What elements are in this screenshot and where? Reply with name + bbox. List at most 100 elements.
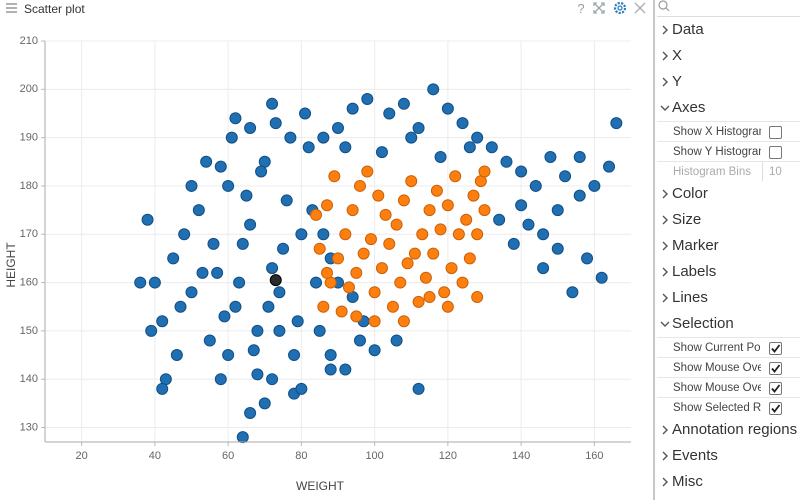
menu-icon[interactable] [6,3,17,13]
settings-icon[interactable] [613,1,627,15]
x-tick-label: 60 [222,450,234,462]
checkbox[interactable] [769,146,782,159]
setting-label: Histogram Bins [673,166,751,178]
points [134,83,623,444]
section-header[interactable]: Marker [657,233,800,259]
point [255,165,268,178]
setting-label: Show Y Histogran [673,146,761,158]
point [244,218,257,231]
point [266,262,279,275]
point [357,247,370,260]
point [471,228,484,241]
chevron [662,293,668,303]
point [284,131,297,144]
point [313,324,326,337]
point [467,189,480,202]
point [141,213,154,226]
section-header[interactable]: Annotation regions [657,417,800,443]
section-label[interactable]: Y [672,73,683,90]
section-header[interactable]: Selection [657,311,800,337]
current-point [269,274,282,287]
section-header[interactable]: Y [657,69,800,95]
point [302,141,315,154]
section-header[interactable]: Axes [657,95,800,121]
section-header[interactable]: Misc [657,469,800,495]
section-label[interactable]: Misc [672,473,703,490]
point [170,349,183,362]
point [551,242,564,255]
point [522,218,535,231]
point [145,324,158,337]
setting-row: Show Selected Ro [657,397,800,417]
section-label[interactable]: Lines [672,289,708,306]
close-icon[interactable] [634,2,646,14]
point [430,184,443,197]
checkbox[interactable] [769,382,782,395]
checkbox[interactable] [769,362,782,375]
point [386,300,399,313]
setting-label: Show X Histogran [673,126,761,138]
point [185,286,198,299]
y-tick-label: 150 [20,325,38,337]
section-header[interactable]: Events [657,443,800,469]
x-tick-label: 120 [439,450,457,462]
point [222,349,235,362]
x-tick-label: 20 [76,450,88,462]
point [321,199,334,212]
x-tick-label: 100 [365,450,383,462]
section-header[interactable]: Color [657,181,800,207]
checkbox[interactable] [769,342,782,355]
section-header[interactable]: Labels [657,259,800,285]
section-label[interactable]: Color [672,185,708,202]
point [156,382,169,395]
section-label[interactable]: Marker [672,237,719,254]
point [218,310,231,323]
expand-icon[interactable] [593,2,605,14]
help-icon[interactable]: ? [577,1,584,16]
point [339,228,352,241]
point [471,131,484,144]
y-axis-label: HEIGHT [4,242,18,288]
section-header[interactable]: X [657,43,800,69]
point [167,252,180,265]
point [610,117,623,130]
section-label[interactable]: Events [672,447,718,464]
point [310,276,323,289]
section-label[interactable]: Axes [672,99,706,116]
axes: 20 40 60 80 100 120 140 160 130 140 150 160 170 180 19… [20,35,631,462]
section-header[interactable]: Lines [657,285,800,311]
point [375,262,388,275]
point [295,382,308,395]
point [262,300,275,313]
x-tick-label: 80 [295,450,307,462]
point [277,242,290,255]
chevron [662,477,668,487]
section-label[interactable]: Data [672,21,704,38]
point [500,155,513,168]
checkbox[interactable] [769,126,782,139]
point [229,112,242,125]
point [419,271,432,284]
point [463,252,476,265]
section-header[interactable]: Size [657,207,800,233]
section-label[interactable]: Size [672,211,702,228]
point [449,170,462,183]
section-label[interactable]: Labels [672,263,717,280]
section-label[interactable]: Selection [672,315,734,332]
y-tick-label: 180 [20,180,38,192]
section-label[interactable]: Annotation regions [672,421,798,438]
title-icons: ? [6,1,646,16]
checkbox[interactable] [769,402,782,415]
point [288,349,301,362]
section-header[interactable]: Data [657,17,800,43]
x-tick-label: 40 [149,450,161,462]
point [350,310,363,323]
section-label[interactable]: X [672,47,683,64]
point [236,237,249,250]
point [471,291,484,304]
point [229,300,242,313]
point [236,431,249,444]
point [408,247,421,260]
setting-input: 10 [762,162,800,181]
point [390,334,403,347]
